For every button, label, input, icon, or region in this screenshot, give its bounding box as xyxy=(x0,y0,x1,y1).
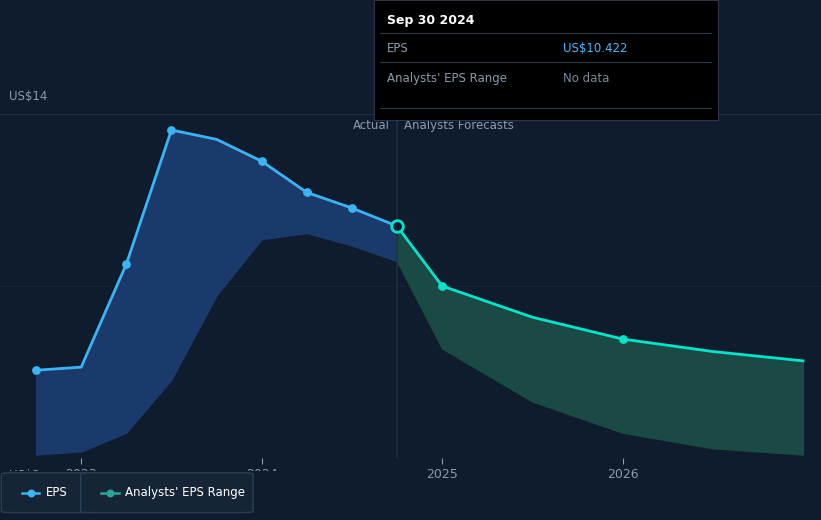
Point xyxy=(103,489,117,497)
Text: Analysts' EPS Range: Analysts' EPS Range xyxy=(388,72,507,85)
Point xyxy=(24,489,37,497)
Text: No data: No data xyxy=(563,72,609,85)
FancyBboxPatch shape xyxy=(2,473,94,513)
Point xyxy=(30,366,43,374)
Text: US$10.422: US$10.422 xyxy=(563,42,628,55)
Text: EPS: EPS xyxy=(46,486,68,499)
FancyBboxPatch shape xyxy=(80,473,253,513)
Text: Sep 30 2024: Sep 30 2024 xyxy=(388,15,475,28)
Point xyxy=(435,282,448,290)
Text: EPS: EPS xyxy=(388,42,409,55)
Point xyxy=(300,188,314,197)
Point xyxy=(346,204,359,212)
Point xyxy=(255,157,268,165)
Text: US$3: US$3 xyxy=(9,469,39,482)
Point xyxy=(165,126,178,134)
Point xyxy=(120,260,133,268)
Text: Actual: Actual xyxy=(353,119,390,132)
Text: US$14: US$14 xyxy=(9,90,48,103)
Point xyxy=(391,222,404,230)
Point xyxy=(616,335,629,343)
Text: Analysts' EPS Range: Analysts' EPS Range xyxy=(126,486,245,499)
Text: Analysts Forecasts: Analysts Forecasts xyxy=(404,119,514,132)
